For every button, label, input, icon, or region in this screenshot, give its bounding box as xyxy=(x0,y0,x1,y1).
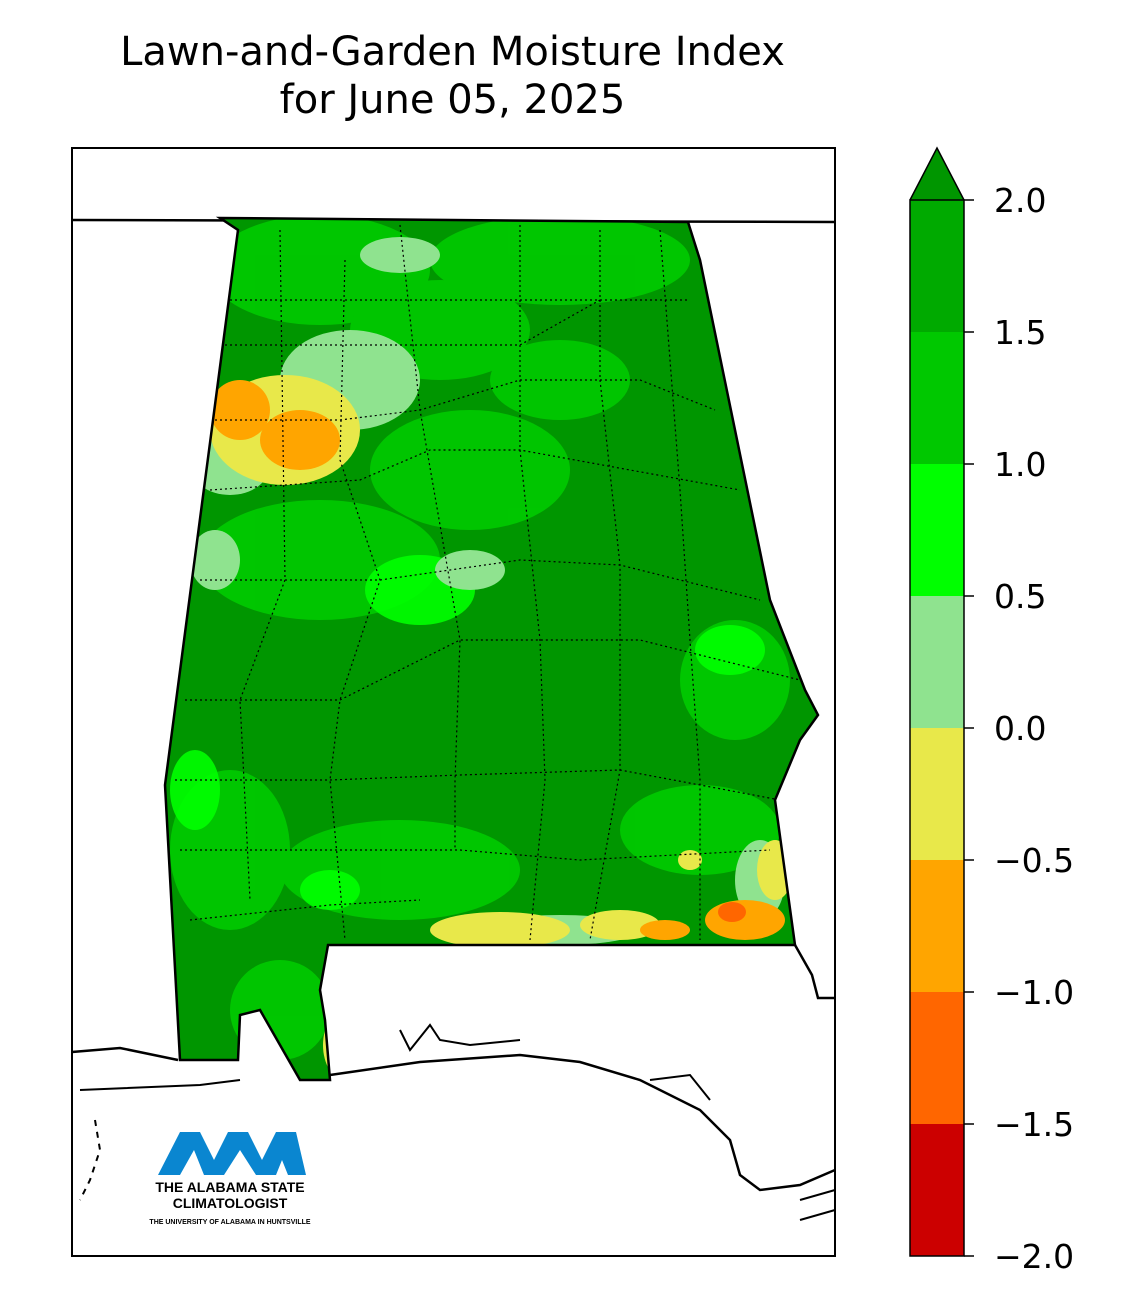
colorbar-tick-label: −1.0 xyxy=(994,973,1074,1012)
colorbar-bin-2 xyxy=(910,860,964,992)
colorbar-bin-6 xyxy=(910,332,964,464)
colorbar-bin-7 xyxy=(910,200,964,332)
colorbar-arrow-outline xyxy=(909,146,965,201)
logo-line-2: CLIMATOLOGIST xyxy=(173,1195,288,1211)
coastal-dashes xyxy=(79,1119,102,1201)
title-line-2: for June 05, 2025 xyxy=(279,77,626,123)
colorbar-tick-label: −2.0 xyxy=(994,1237,1074,1276)
title-line-1: Lawn-and-Garden Moisture Index xyxy=(120,29,785,75)
colorbar-bin-3 xyxy=(910,728,964,860)
colorbar: 2.0 1.5 1.0 0.5 0.0 −0.5 −1.0 −1.5 −2.0 xyxy=(909,146,1074,1276)
colorbar-bin-5 xyxy=(910,464,964,596)
alabama-outline xyxy=(163,216,820,1082)
gulf-coastline xyxy=(71,1046,836,1192)
uah-mark-icon xyxy=(158,1132,306,1175)
logo-line-1: THE ALABAMA STATE xyxy=(155,1179,304,1195)
chart-title: Lawn-and-Garden Moisture Index for June … xyxy=(0,28,905,124)
colorbar-ticks: 2.0 1.5 1.0 0.5 0.0 −0.5 −1.0 −1.5 −2.0 xyxy=(964,181,1074,1276)
uah-logo: THE ALABAMA STATE CLIMATOLOGIST THE UNIV… xyxy=(149,1132,311,1226)
colorbar-tick-label: −1.5 xyxy=(994,1105,1074,1144)
colorbar-tick-label: 1.5 xyxy=(994,313,1046,352)
colorbar-extend-arrow xyxy=(910,148,964,200)
colorbar-tick-label: 0.0 xyxy=(994,709,1046,748)
florida-border xyxy=(793,944,835,1000)
colorbar-tick-label: −0.5 xyxy=(994,841,1074,880)
moisture-field xyxy=(165,218,818,1080)
logo-line-3: THE UNIVERSITY OF ALABAMA IN HUNTSVILLE xyxy=(149,1219,310,1226)
colorbar-bins xyxy=(910,200,964,1256)
colorbar-tick-label: 0.5 xyxy=(994,577,1046,616)
colorbar-tick-label: 1.0 xyxy=(994,445,1046,484)
colorbar-bin-4 xyxy=(910,596,964,728)
coastal-islands xyxy=(79,1023,836,1221)
colorbar-bin-1 xyxy=(910,992,964,1124)
colorbar-bin-0 xyxy=(910,1124,964,1256)
colorbar-tick-label: 2.0 xyxy=(994,181,1046,220)
